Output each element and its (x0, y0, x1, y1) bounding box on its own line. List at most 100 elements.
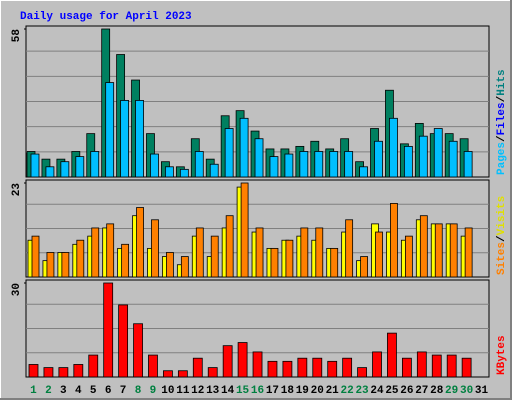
bar (224, 128, 234, 178)
bar (103, 282, 114, 378)
bar (372, 351, 382, 378)
bar (120, 100, 130, 178)
x-tick-label: 27 (415, 385, 428, 397)
x-tick-label: 14 (221, 385, 235, 397)
bar (240, 182, 249, 278)
x-tick-label: 15 (236, 385, 250, 397)
bar (135, 100, 144, 178)
bar (299, 151, 309, 178)
bar (91, 227, 100, 278)
x-tick-label: 22 (341, 385, 354, 397)
axis-label-part: / (496, 135, 508, 142)
x-tick-label: 13 (206, 385, 220, 397)
x-tick-label: 21 (326, 385, 340, 397)
bar (254, 138, 264, 178)
bar (148, 354, 158, 378)
x-tick-label: 16 (251, 385, 264, 397)
x-tick-label: 30 (460, 385, 473, 397)
bar (464, 227, 473, 278)
x-tick-label: 29 (445, 385, 458, 397)
x-tick-label: 25 (385, 385, 399, 397)
bar (314, 151, 324, 178)
bar (222, 345, 233, 378)
x-tick-label: 8 (135, 385, 142, 397)
bar (106, 223, 115, 278)
bar (194, 151, 204, 178)
x-tick-label: 20 (311, 385, 324, 397)
bar (359, 166, 368, 178)
bar (166, 252, 174, 278)
bar (403, 145, 413, 178)
x-tick-label: 17 (266, 385, 279, 397)
bar (315, 227, 324, 278)
bar (88, 354, 99, 378)
bar (30, 153, 40, 178)
bar (390, 203, 398, 278)
bar (118, 304, 129, 378)
bar (133, 323, 143, 378)
bar (60, 161, 70, 178)
bar (357, 367, 367, 378)
x-tick-label: 6 (105, 385, 112, 397)
x-tick-label: 3 (60, 385, 67, 397)
x-tick-label: 19 (296, 385, 309, 397)
bar (61, 252, 70, 278)
axis-label-part: / (496, 95, 508, 102)
bar (270, 247, 279, 278)
bar (387, 332, 397, 378)
bar (195, 227, 204, 278)
bar (327, 360, 338, 378)
chart-title: Daily usage for April 2023 (20, 11, 192, 23)
bar (179, 168, 189, 178)
bar (46, 252, 55, 278)
bar (58, 367, 69, 378)
x-tick-label: 7 (120, 385, 127, 397)
x-tick-label: 10 (161, 385, 174, 397)
x-tick-label: 31 (475, 385, 489, 397)
axis-label-part: Visits (496, 196, 508, 236)
bar (180, 256, 189, 278)
bar (330, 247, 339, 278)
bar (416, 351, 427, 378)
bar (31, 235, 40, 278)
bar (297, 357, 308, 378)
x-tick-label: 2 (45, 385, 52, 397)
bar (401, 357, 412, 378)
bar (136, 207, 144, 278)
bar (45, 166, 55, 178)
bar (105, 82, 115, 178)
x-tick-label: 12 (191, 385, 204, 397)
bar (150, 153, 159, 178)
bar (43, 367, 54, 378)
x-tick-label: 23 (355, 385, 369, 397)
bar (329, 151, 339, 178)
y-tick-label: 23 (11, 183, 23, 197)
y-tick-label: 58 (11, 29, 23, 43)
axis-label-part: Sites (496, 242, 508, 275)
bar (207, 367, 218, 378)
bar (225, 215, 234, 278)
x-tick-label: 24 (370, 385, 384, 397)
x-tick-label: 1 (30, 385, 37, 397)
bar (75, 156, 85, 178)
x-tick-label: 9 (150, 385, 157, 397)
bar (375, 231, 383, 278)
bar (374, 140, 383, 178)
bar (28, 364, 39, 378)
axis-label-part: Files (496, 102, 508, 135)
bar (433, 128, 443, 178)
bar (344, 151, 354, 178)
bar (121, 243, 130, 278)
bar (463, 151, 473, 178)
axis-label-part: Hits (496, 69, 508, 95)
bar (237, 342, 248, 378)
bar (90, 151, 100, 178)
bar (151, 219, 159, 278)
axis-label-part: / (496, 235, 508, 242)
bar (431, 354, 442, 378)
axis-label: KBytes (496, 335, 508, 375)
axis-label: Sites/Visits (496, 196, 508, 275)
bar (252, 351, 263, 378)
bar (192, 357, 203, 378)
